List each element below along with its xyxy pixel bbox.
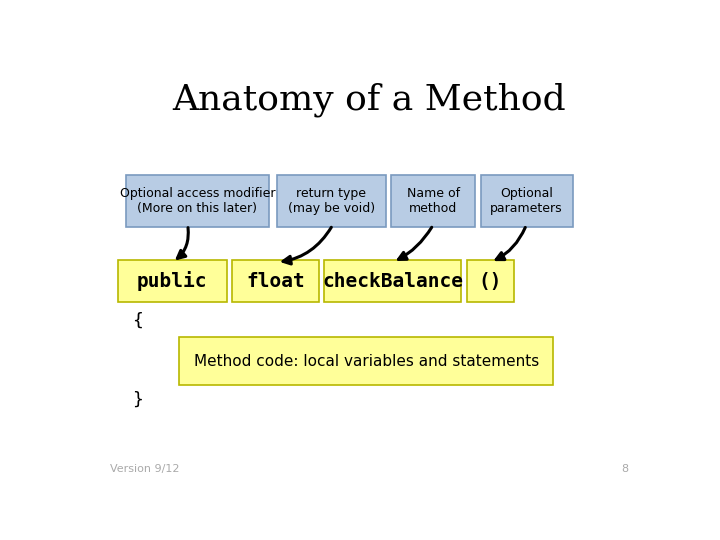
Text: checkBalance: checkBalance <box>323 272 463 291</box>
Text: Name of
method: Name of method <box>407 187 460 215</box>
FancyBboxPatch shape <box>467 260 514 302</box>
FancyBboxPatch shape <box>392 175 475 227</box>
Text: public: public <box>137 271 207 291</box>
Text: Method code: local variables and statements: Method code: local variables and stateme… <box>194 354 539 369</box>
Text: }: } <box>132 390 143 409</box>
Text: Optional access modifier
(More on this later): Optional access modifier (More on this l… <box>120 187 275 215</box>
FancyBboxPatch shape <box>233 260 319 302</box>
Text: Optional
parameters: Optional parameters <box>490 187 563 215</box>
Text: 8: 8 <box>621 464 629 474</box>
Text: (): () <box>479 272 502 291</box>
FancyBboxPatch shape <box>481 175 572 227</box>
FancyBboxPatch shape <box>324 260 461 302</box>
Text: return type
(may be void): return type (may be void) <box>288 187 375 215</box>
Text: Version 9/12: Version 9/12 <box>109 464 179 474</box>
Text: {: { <box>132 312 143 329</box>
FancyBboxPatch shape <box>126 175 269 227</box>
FancyBboxPatch shape <box>179 337 553 385</box>
FancyBboxPatch shape <box>118 260 227 302</box>
Text: float: float <box>246 272 305 291</box>
FancyBboxPatch shape <box>277 175 386 227</box>
Text: Anatomy of a Method: Anatomy of a Method <box>172 83 566 117</box>
